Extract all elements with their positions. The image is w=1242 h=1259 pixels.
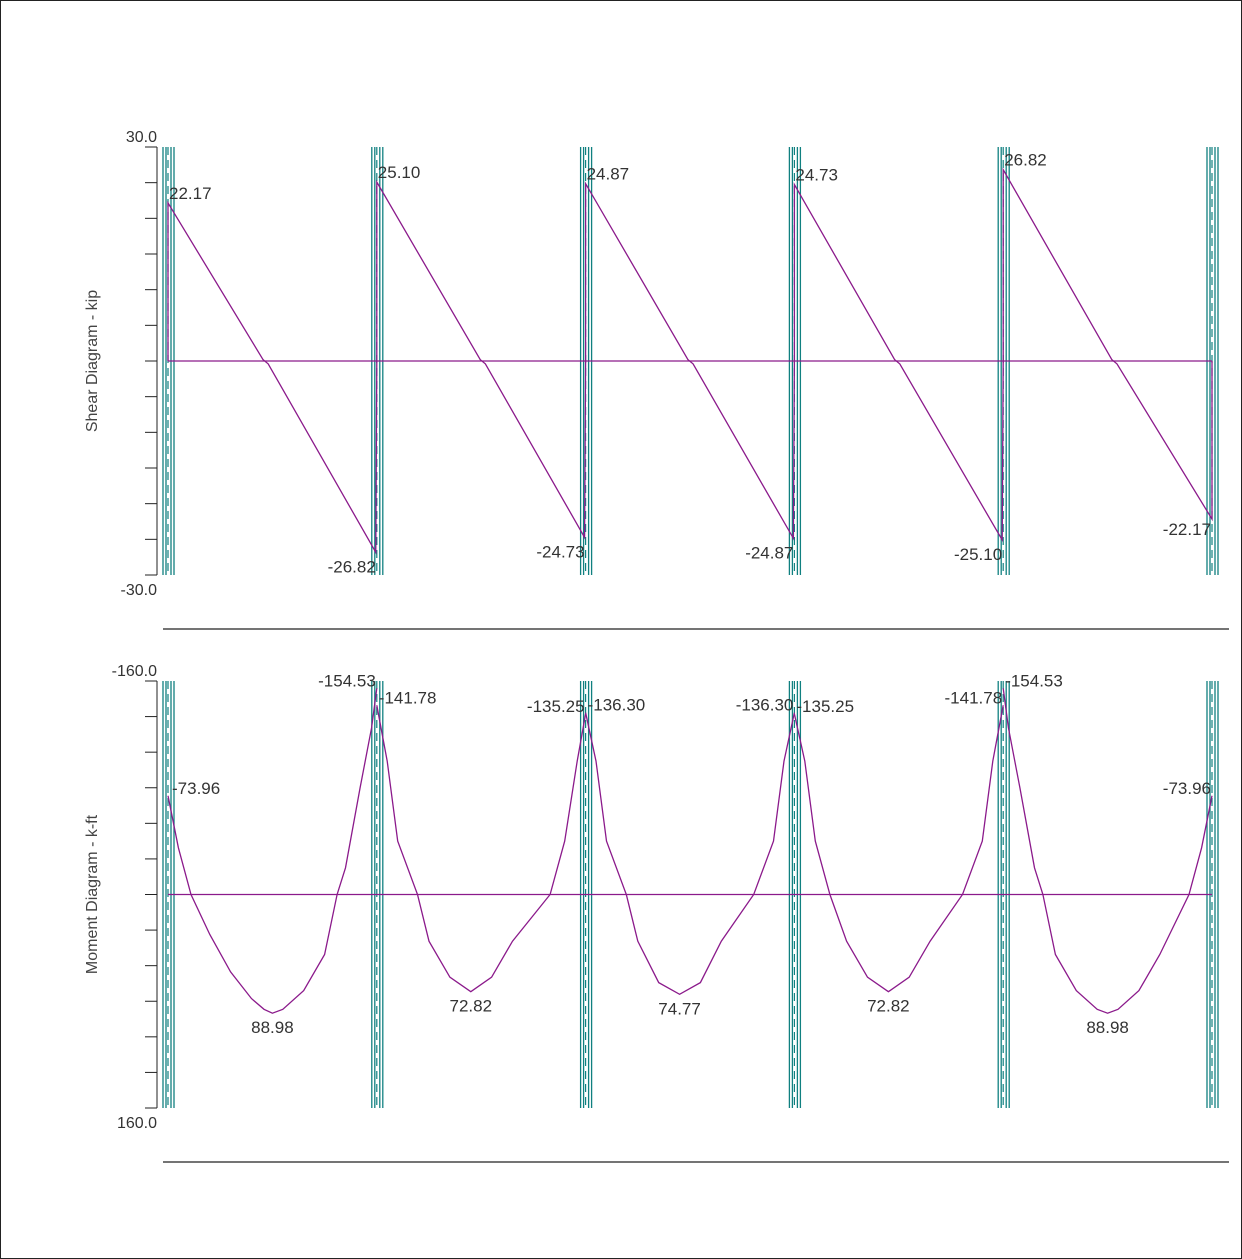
data-label: -135.25 [796, 697, 854, 716]
y-tick-label-top: -160.0 [112, 663, 157, 680]
data-label: -135.25 [527, 697, 585, 716]
y-tick-label-bottom: 160.0 [117, 1115, 157, 1132]
data-label: -141.78 [379, 688, 437, 707]
y-tick-label-bottom: -30.0 [121, 582, 158, 599]
data-label: 26.82 [1004, 151, 1047, 170]
data-label: 74.77 [658, 999, 701, 1018]
diagram-series-1 [376, 705, 587, 993]
data-label: -24.73 [536, 542, 584, 561]
data-label: 22.17 [169, 184, 212, 203]
y-axis-title: Shear Diagram - kip [84, 290, 101, 432]
diagram-series-0 [167, 167, 1213, 555]
data-label: 24.73 [795, 166, 838, 185]
data-label: 72.82 [867, 997, 910, 1016]
data-label: 72.82 [449, 997, 492, 1016]
y-axis-title: Moment Diagram - k-ft [84, 814, 101, 974]
data-label: -24.87 [745, 543, 793, 562]
data-label: -73.96 [172, 779, 220, 798]
y-tick-label-top: 30.0 [126, 129, 157, 146]
data-label: 25.10 [378, 163, 421, 182]
data-label: -26.82 [328, 557, 376, 576]
diagram-series-3 [793, 705, 1004, 993]
data-label: 88.98 [1086, 1018, 1129, 1037]
diagram-series-0 [167, 688, 378, 1014]
data-label: -136.30 [588, 696, 646, 715]
data-label: -141.78 [945, 688, 1003, 707]
data-label: -22.17 [1163, 520, 1211, 539]
diagram-series-2 [584, 712, 796, 996]
data-label: -154.53 [1005, 671, 1063, 690]
data-label: -73.96 [1163, 779, 1211, 798]
data-label: 24.87 [587, 165, 630, 184]
data-label: -154.53 [318, 671, 376, 690]
data-label: -25.10 [954, 545, 1002, 564]
diagram-series-4 [1002, 688, 1213, 1014]
data-label: -136.30 [736, 696, 794, 715]
data-label: 88.98 [251, 1018, 294, 1037]
